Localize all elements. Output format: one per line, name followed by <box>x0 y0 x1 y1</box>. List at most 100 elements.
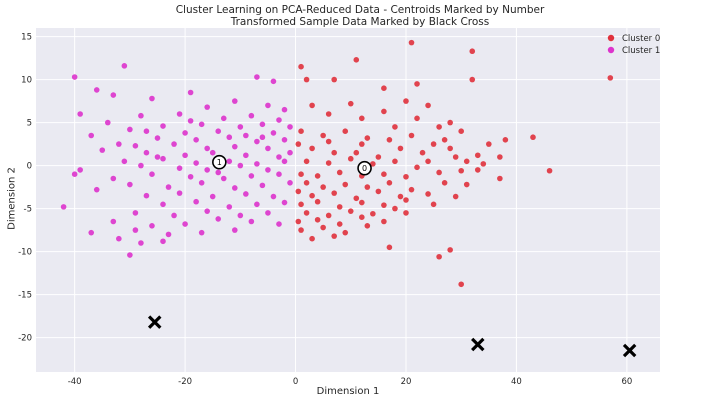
cluster-0-point <box>320 184 326 190</box>
cluster-0-point <box>392 124 398 130</box>
cluster-1-point <box>187 89 194 96</box>
cluster-1-point <box>99 147 106 153</box>
cluster-0-point <box>392 158 398 165</box>
y-tick-label: 10 <box>21 76 32 86</box>
cluster-0-point <box>458 167 465 174</box>
cluster-1-point <box>270 78 277 85</box>
cluster-1-point <box>281 158 288 165</box>
cluster-1-point <box>160 201 166 208</box>
cluster-0-point <box>430 141 437 147</box>
cluster-1-point <box>182 130 188 136</box>
cluster-1-point <box>116 235 122 242</box>
cluster-0-point <box>480 161 487 167</box>
cluster-0-point <box>298 128 304 134</box>
cluster-1-point <box>237 212 244 219</box>
cluster-1-point <box>248 112 255 119</box>
cluster-0-point <box>331 190 337 196</box>
cluster-1-point <box>265 145 271 152</box>
cluster-1-point <box>138 162 144 169</box>
cluster-1-point <box>204 167 210 173</box>
cluster-1-point <box>154 135 161 141</box>
cluster-0-point <box>336 204 343 210</box>
y-tick-label: -15 <box>18 291 32 301</box>
cluster-0-point <box>502 137 509 143</box>
cluster-1-point <box>248 173 255 179</box>
cluster-0-point <box>386 137 393 143</box>
cluster-1-point <box>160 123 166 129</box>
cluster-0-point <box>381 85 387 91</box>
cluster-0-point <box>419 149 426 156</box>
cluster-1-point <box>149 95 155 102</box>
cluster-0-point <box>447 119 453 126</box>
cluster-0-point <box>607 75 614 81</box>
cluster-0-point <box>336 169 343 176</box>
cluster-1-point <box>281 137 288 143</box>
cluster-0-point <box>359 214 365 220</box>
cluster-1-point <box>93 186 100 193</box>
cluster-0-point <box>353 57 360 63</box>
cluster-0-point <box>469 48 476 55</box>
cluster-1-point <box>110 175 117 182</box>
cluster-1-point <box>165 184 172 190</box>
cluster-0-point <box>430 201 437 208</box>
cluster-1-point <box>187 173 194 180</box>
cluster-0-point <box>474 167 481 173</box>
cluster-1-point <box>220 115 227 122</box>
cluster-1-point <box>259 134 266 141</box>
cluster-0-point <box>353 195 360 202</box>
cluster-1-point <box>165 231 172 238</box>
x-tick-label: 40 <box>511 377 522 387</box>
centroids: 01 <box>212 154 372 176</box>
cluster-1-point <box>287 149 293 156</box>
cluster-0-point <box>295 218 302 225</box>
cluster-0-point <box>546 167 553 174</box>
cluster-1-point <box>265 167 271 173</box>
y-tick-label: -5 <box>24 205 32 215</box>
cluster-0-point <box>414 81 420 87</box>
cluster-1-point <box>160 238 166 245</box>
cluster-0-point <box>303 180 310 186</box>
cluster-1-point <box>132 143 139 149</box>
cluster-0-point <box>336 221 343 227</box>
sample-crosses <box>147 315 637 358</box>
cluster-0-point <box>397 193 404 200</box>
cluster-0-point <box>303 158 310 165</box>
cluster-1-point <box>237 124 244 130</box>
chart-title: Cluster Learning on PCA-Reduced Data - C… <box>175 4 545 16</box>
cluster-0-point <box>347 208 354 214</box>
cluster-1-point <box>127 252 133 258</box>
cluster-1-point <box>93 87 100 93</box>
cluster-1-point <box>231 185 238 191</box>
cluster-1-point <box>116 141 122 147</box>
cluster-1-point <box>176 190 183 196</box>
y-tick-label: 5 <box>27 119 32 129</box>
cluster-1-point <box>254 201 260 208</box>
cluster-0-point <box>425 158 431 165</box>
cluster-1-point <box>265 102 271 109</box>
cluster-1-point <box>254 74 260 80</box>
cluster-0-point <box>325 160 332 166</box>
cluster-1-point <box>138 112 144 119</box>
cluster-0-point <box>474 152 481 159</box>
cluster-1-point <box>198 121 205 128</box>
cluster-1-point <box>276 154 282 160</box>
cluster-1-point <box>154 154 161 160</box>
cluster-0-point <box>463 158 470 165</box>
cluster-0-point <box>342 229 349 236</box>
cluster-0-point <box>452 154 459 160</box>
plot-area <box>36 28 660 372</box>
cluster-0-point <box>359 199 365 206</box>
cluster-1-point <box>149 223 155 229</box>
cluster-1-point <box>276 117 282 123</box>
cluster-1-point <box>143 192 150 199</box>
y-tick-label: -20 <box>18 334 32 344</box>
cluster-0-point <box>425 102 431 109</box>
cluster-0-point <box>381 202 387 208</box>
cluster-1-point <box>270 193 277 200</box>
y-tick-label: 15 <box>21 33 32 43</box>
cluster-0-point <box>436 253 442 260</box>
cluster-1-point <box>71 74 78 80</box>
cluster-0-point <box>295 188 302 195</box>
cluster-0-point <box>486 141 492 147</box>
cluster-0-point <box>298 63 304 70</box>
